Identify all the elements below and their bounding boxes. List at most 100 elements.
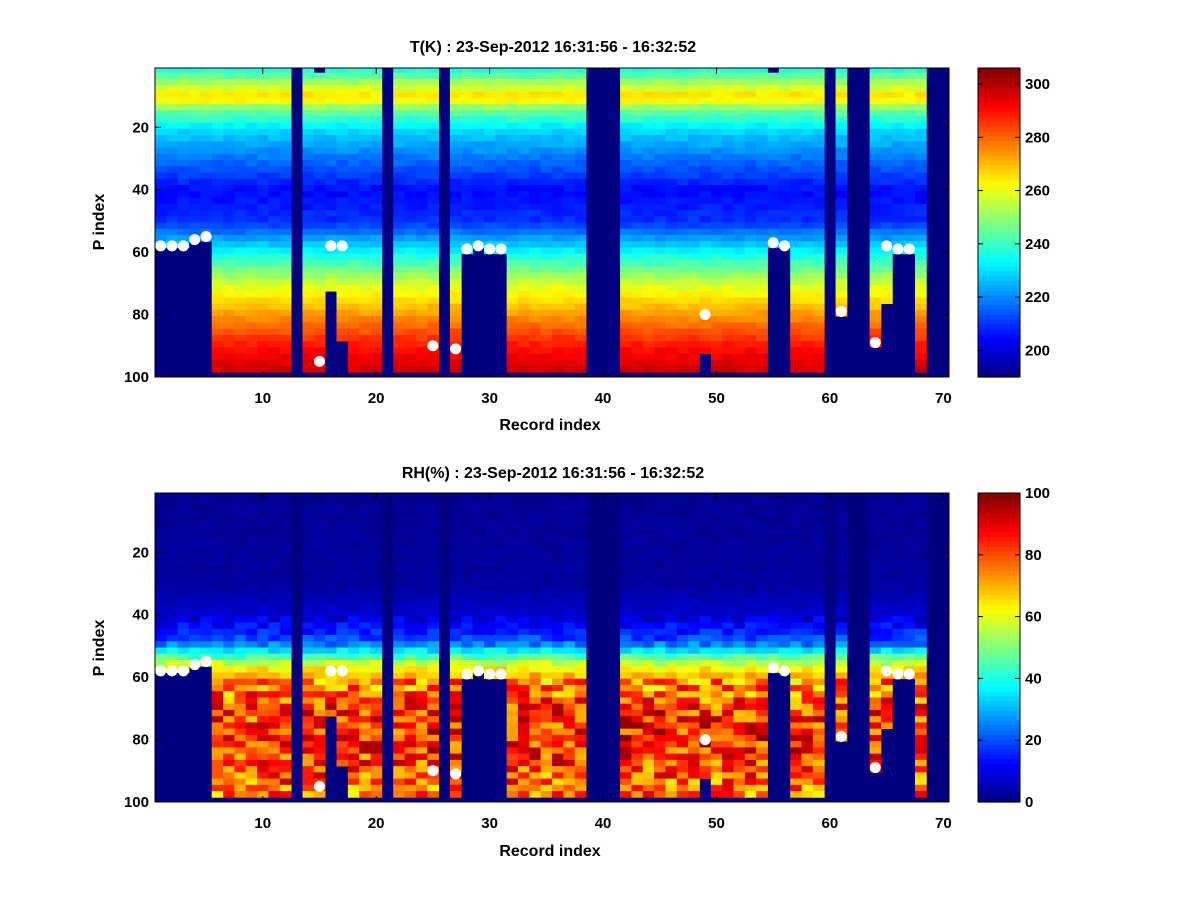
heatmap-cell	[268, 503, 281, 511]
heatmap-cell	[245, 128, 258, 136]
heatmap-cell	[325, 160, 337, 167]
heatmap-cell	[574, 284, 587, 292]
heatmap-cell	[563, 753, 576, 761]
heatmap-cell	[268, 585, 281, 592]
heatmap-cell	[574, 616, 587, 623]
heatmap-cell	[744, 528, 757, 536]
heatmap-cell	[517, 493, 530, 499]
heatmap-cell	[359, 328, 371, 336]
heatmap-cell	[483, 122, 496, 130]
heatmap-cell	[189, 591, 201, 598]
heatmap-cell	[631, 572, 644, 580]
heatmap-cell	[393, 653, 405, 661]
heatmap-cell	[710, 741, 723, 748]
heatmap-cell	[620, 191, 632, 198]
heatmap-cell	[370, 72, 383, 80]
heatmap-cell	[245, 153, 258, 161]
heatmap-cell	[665, 347, 678, 354]
heatmap-cell	[449, 628, 462, 636]
heatmap-cell	[257, 366, 269, 373]
heatmap-cell	[710, 316, 723, 323]
heatmap-cell	[869, 191, 882, 198]
heatmap-cell	[620, 684, 632, 692]
heatmap-cell	[552, 603, 564, 611]
heatmap-cell	[359, 222, 371, 230]
heatmap-cell	[767, 210, 780, 217]
heatmap-cell	[552, 547, 564, 555]
heatmap-cell	[699, 141, 712, 148]
heatmap-cell	[347, 160, 360, 167]
heatmap-cell	[620, 691, 632, 698]
heatmap-cell	[517, 528, 530, 536]
heatmap-cell	[177, 547, 190, 555]
heatmap-cell	[552, 741, 564, 748]
heatmap-cell	[688, 522, 700, 530]
heatmap-cell	[744, 572, 757, 580]
heatmap-cell	[234, 572, 247, 580]
heatmap-cell	[642, 166, 655, 173]
heatmap-cell	[552, 772, 564, 779]
heatmap-cell	[506, 653, 519, 661]
heatmap-cell	[268, 759, 281, 767]
heatmap-cell	[722, 278, 734, 286]
heatmap-cell	[302, 678, 315, 686]
heatmap-cell	[393, 791, 405, 798]
heatmap-cell	[313, 222, 326, 230]
heatmap-cell	[177, 510, 190, 517]
heatmap-cell	[914, 347, 927, 354]
heatmap-cell	[257, 709, 269, 717]
heatmap-cell	[461, 185, 473, 192]
heatmap-cell	[540, 541, 553, 549]
heatmap-cell	[552, 566, 564, 573]
heatmap-cell	[393, 753, 405, 761]
heatmap-cell	[155, 153, 167, 161]
heatmap-cell	[415, 778, 428, 786]
heatmap-cell	[676, 697, 689, 705]
heatmap-cell	[166, 635, 179, 642]
heatmap-cell	[449, 166, 462, 173]
heatmap-cell	[347, 147, 360, 155]
heatmap-cell	[733, 128, 746, 136]
heatmap-cell	[393, 709, 405, 717]
heatmap-cell	[189, 541, 201, 549]
heatmap-cell	[631, 266, 644, 273]
heatmap-cell	[665, 272, 678, 280]
heatmap-cell	[257, 147, 269, 155]
colorbar-segment	[978, 183, 1020, 190]
heatmap-cell	[268, 341, 281, 348]
heatmap-cell	[778, 228, 791, 236]
heatmap-cell	[427, 528, 439, 536]
heatmap-cell	[155, 147, 167, 155]
heatmap-cell	[347, 241, 360, 248]
heatmap-cell	[279, 341, 292, 348]
heatmap-cell	[506, 716, 519, 723]
heatmap-cell	[540, 160, 553, 167]
heatmap-cell	[676, 578, 689, 586]
heatmap-cell	[903, 68, 916, 74]
heatmap-cell	[892, 141, 905, 148]
heatmap-cell	[676, 772, 689, 779]
heatmap-cell	[370, 259, 383, 267]
heatmap-cell	[835, 203, 848, 211]
heatmap-cell	[631, 147, 644, 155]
heatmap-cell	[177, 616, 190, 623]
heatmap-cell	[756, 172, 768, 180]
heatmap-cell	[302, 553, 315, 561]
heatmap-cell	[699, 216, 712, 223]
heatmap-cell	[676, 191, 689, 198]
heatmap-cell	[540, 334, 553, 342]
heatmap-cell	[869, 278, 882, 286]
heatmap-cell	[835, 122, 848, 130]
heatmap-cell	[245, 709, 258, 717]
heatmap-cell	[268, 197, 281, 205]
colorbar-segment	[978, 372, 1020, 378]
heatmap-cell	[234, 234, 247, 242]
heatmap-cell	[234, 759, 247, 767]
heatmap-cell	[801, 210, 814, 217]
heatmap-column	[313, 72, 326, 373]
heatmap-cell	[722, 185, 734, 192]
heatmap-cell	[325, 616, 337, 623]
heatmap-cell	[563, 578, 576, 586]
heatmap-cell	[722, 753, 734, 761]
heatmap-cell	[540, 147, 553, 155]
